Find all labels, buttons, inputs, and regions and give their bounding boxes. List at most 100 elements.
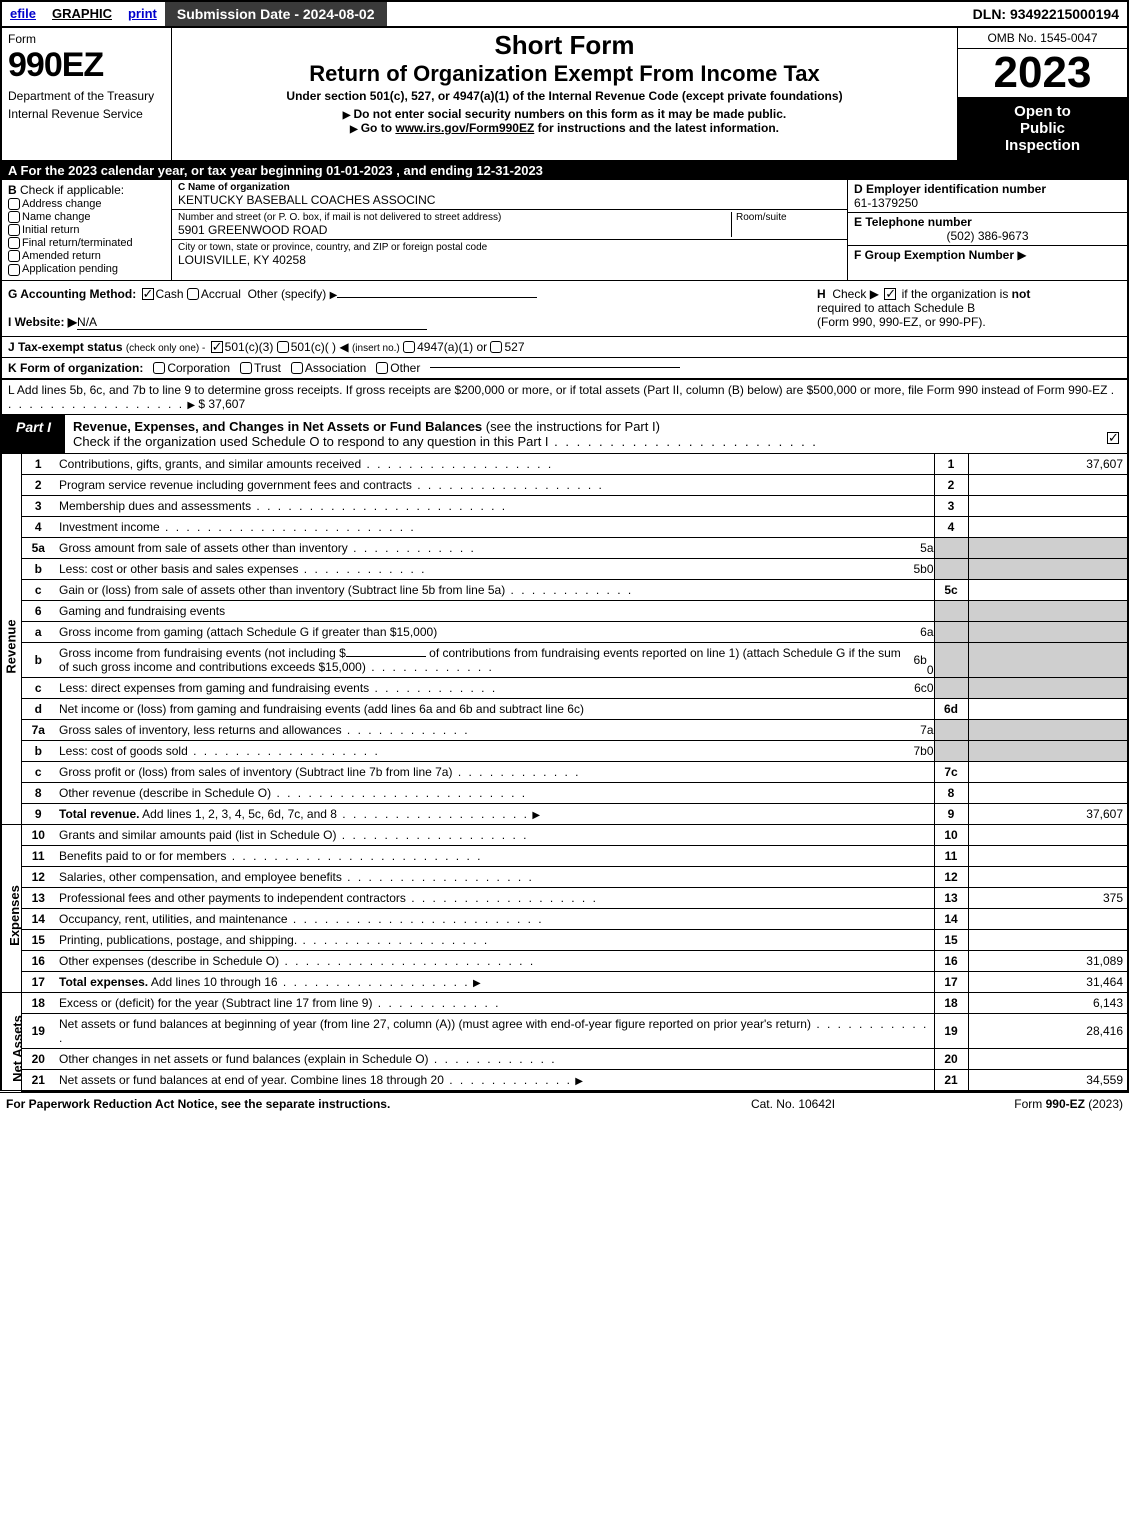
omb-number: OMB No. 1545-0047 [958,28,1127,49]
website-field[interactable]: N/A [77,315,427,330]
c-name-label: C Name of organization [178,182,841,193]
tax-year: 2023 [958,49,1127,97]
cat-no: Cat. No. 10642I [663,1097,923,1111]
section-bcdef: B Check if applicable: Address change Na… [0,180,1129,280]
col-c-org: C Name of organization KENTUCKY BASEBALL… [172,180,847,280]
row-l-text: L Add lines 5b, 6c, and 7b to line 9 to … [8,383,1107,397]
city-value: LOUISVILLE, KY 40258 [178,253,306,267]
under-section: Under section 501(c), 527, or 4947(a)(1)… [178,89,951,103]
line19-value: 28,416 [968,1013,1128,1048]
line9-value: 37,607 [968,803,1128,824]
form-label: Form [8,32,165,46]
line14-value [968,908,1128,929]
short-form-title: Short Form [178,30,951,61]
return-title: Return of Organization Exempt From Incom… [178,61,951,87]
room-suite: Room/suite [731,212,841,237]
line2-value [968,474,1128,495]
c-name-value: KENTUCKY BASEBALL COACHES ASSOCINC [178,193,435,207]
header-left: Form 990EZ Department of the Treasury In… [2,28,172,160]
irs-link[interactable]: www.irs.gov/Form990EZ [395,121,534,135]
line11-value [968,845,1128,866]
line1-value: 37,607 [968,454,1128,475]
row-g-h: G Accounting Method: Cash Accrual Other … [0,280,1129,336]
row-j: J Tax-exempt status (check only one) - 5… [0,336,1129,357]
chk-schedule-b[interactable] [884,288,896,300]
row-l-amount: $ 37,607 [198,397,245,411]
line8-value [968,782,1128,803]
line7c-value [968,761,1128,782]
print-link[interactable]: print [120,2,165,26]
line10-value [968,824,1128,845]
dept-treasury: Department of the Treasury [8,89,165,103]
chk-corporation[interactable] [153,362,165,374]
line18-value: 6,143 [968,992,1128,1013]
line12-value [968,866,1128,887]
row-l: L Add lines 5b, 6c, and 7b to line 9 to … [0,380,1129,415]
chk-amended-return[interactable] [8,250,20,262]
chk-name-change[interactable] [8,211,20,223]
ssn-note: Do not enter social security numbers on … [178,107,951,121]
part1-title: Revenue, Expenses, and Changes in Net As… [65,415,1099,453]
chk-initial-return[interactable] [8,224,20,236]
line3-value [968,495,1128,516]
chk-part1-schedule-o[interactable] [1107,432,1119,444]
goto-note: Go to www.irs.gov/Form990EZ for instruct… [178,121,951,135]
f-arrow-icon: ▶ [1017,248,1026,262]
other-org-field[interactable] [430,367,680,368]
header-right: OMB No. 1545-0047 2023 Open to Public In… [957,28,1127,160]
row-a-calendar: A For the 2023 calendar year, or tax yea… [0,161,1129,180]
line21-value: 34,559 [968,1069,1128,1091]
efile-link[interactable]: efile [2,2,44,26]
dln-label: DLN: 93492215000194 [965,2,1127,26]
form-header: Form 990EZ Department of the Treasury In… [0,28,1129,161]
line6d-value [968,698,1128,719]
expenses-side-label: Expenses [1,824,21,992]
chk-final-return[interactable] [8,237,20,249]
dept-irs: Internal Revenue Service [8,107,165,121]
form-number: 990EZ [8,46,165,85]
footer: For Paperwork Reduction Act Notice, see … [0,1092,1129,1115]
chk-4947[interactable] [403,341,415,353]
netassets-side-label: Net Assets [1,992,21,1091]
street-value: 5901 GREENWOOD ROAD [178,223,327,237]
chk-application-pending[interactable] [8,264,20,276]
line15-value [968,929,1128,950]
line5c-value [968,579,1128,600]
graphic-link[interactable]: GRAPHIC [44,2,120,26]
part1-box: Part I [2,415,65,453]
e-phone-value: (502) 386-9673 [854,229,1121,243]
row-k: K Form of organization: Corporation Trus… [0,357,1129,380]
chk-trust[interactable] [240,362,252,374]
chk-accrual[interactable] [187,288,199,300]
line13-value: 375 [968,887,1128,908]
revenue-side-label: Revenue [1,454,21,825]
chk-other-org[interactable] [376,362,388,374]
form-ref: Form 990-EZ (2023) [923,1097,1123,1111]
paperwork-notice: For Paperwork Reduction Act Notice, see … [6,1097,663,1111]
col-b-checkboxes: B Check if applicable: Address change Na… [2,180,172,280]
f-group-label: F Group Exemption Number [854,248,1014,262]
city-label: City or town, state or province, country… [178,242,841,253]
top-bar: efile GRAPHIC print Submission Date - 20… [0,0,1129,28]
header-center: Short Form Return of Organization Exempt… [172,28,957,160]
chk-address-change[interactable] [8,198,20,210]
street-label: Number and street (or P. O. box, if mail… [178,212,731,223]
line17-value: 31,464 [968,971,1128,992]
line20-value [968,1048,1128,1069]
col-def: D Employer identification number 61-1379… [847,180,1127,280]
chk-cash[interactable] [142,288,154,300]
other-specify-field[interactable] [337,297,537,298]
line16-value: 31,089 [968,950,1128,971]
e-phone-label: E Telephone number [854,215,972,229]
d-ein-value: 61-1379250 [854,196,918,210]
chk-501c[interactable] [277,341,289,353]
chk-501c3[interactable] [211,341,223,353]
chk-association[interactable] [291,362,303,374]
chk-527[interactable] [490,341,502,353]
d-ein-label: D Employer identification number [854,182,1046,196]
inspection-badge: Open to Public Inspection [958,97,1127,160]
6b-amount-field[interactable] [346,656,426,657]
part1-header: Part I Revenue, Expenses, and Changes in… [0,415,1129,454]
submission-date: Submission Date - 2024-08-02 [165,2,387,26]
lines-table: Revenue 1 Contributions, gifts, grants, … [0,454,1129,1092]
